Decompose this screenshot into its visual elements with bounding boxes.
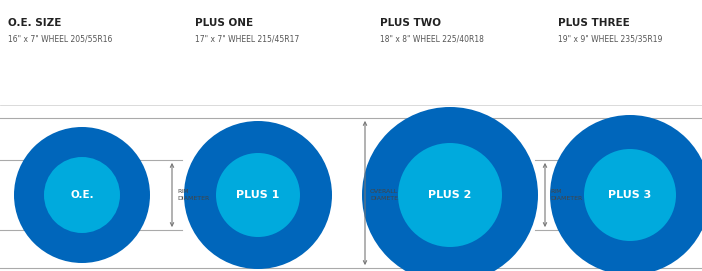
Circle shape xyxy=(362,107,538,271)
Text: PLUS ONE: PLUS ONE xyxy=(195,18,253,28)
Text: RIM
DIAMETER: RIM DIAMETER xyxy=(177,189,209,201)
Circle shape xyxy=(184,121,332,269)
Circle shape xyxy=(584,149,676,241)
Circle shape xyxy=(398,143,502,247)
Text: PLUS TWO: PLUS TWO xyxy=(380,18,441,28)
Text: 17" x 7" WHEEL 215/45R17: 17" x 7" WHEEL 215/45R17 xyxy=(195,34,299,43)
Text: 19" x 9" WHEEL 235/35R19: 19" x 9" WHEEL 235/35R19 xyxy=(558,34,663,43)
Text: O.E.: O.E. xyxy=(70,190,94,200)
Text: PLUS 2: PLUS 2 xyxy=(428,190,472,200)
Text: PLUS 1: PLUS 1 xyxy=(237,190,279,200)
Circle shape xyxy=(44,157,120,233)
Text: PLUS THREE: PLUS THREE xyxy=(558,18,630,28)
Circle shape xyxy=(550,115,702,271)
Text: RIM
DIAMETER: RIM DIAMETER xyxy=(550,189,582,201)
Circle shape xyxy=(14,127,150,263)
Circle shape xyxy=(216,153,300,237)
Text: 16" x 7" WHEEL 205/55R16: 16" x 7" WHEEL 205/55R16 xyxy=(8,34,112,43)
Text: OVERALL
DIAMETER: OVERALL DIAMETER xyxy=(370,189,402,201)
Text: O.E. SIZE: O.E. SIZE xyxy=(8,18,61,28)
Text: 18" x 8" WHEEL 225/40R18: 18" x 8" WHEEL 225/40R18 xyxy=(380,34,484,43)
Text: PLUS 3: PLUS 3 xyxy=(609,190,651,200)
